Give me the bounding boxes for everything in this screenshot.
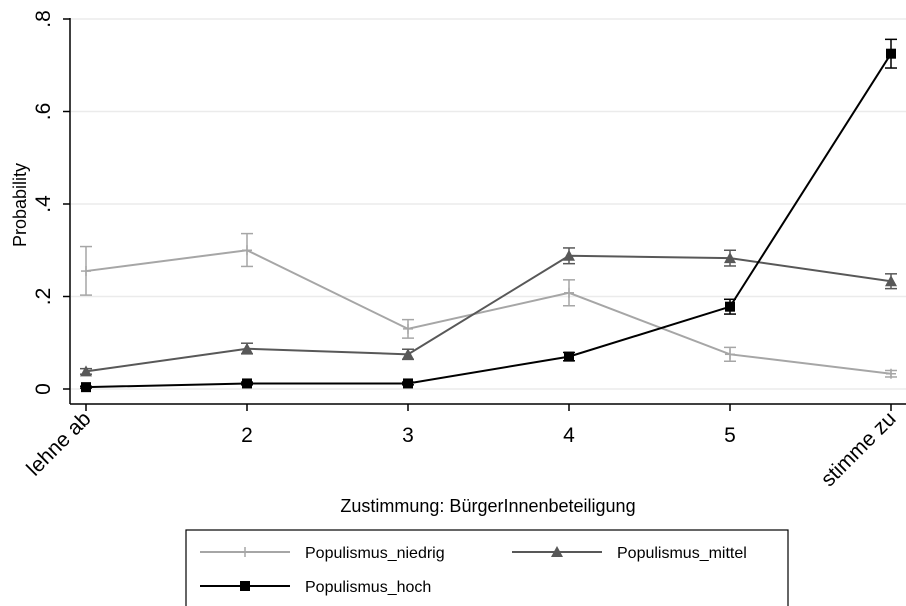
series-2 [80, 38, 897, 393]
point-2-4 [725, 301, 735, 312]
legend-item-1: Populismus_mittel [512, 545, 747, 562]
point-2-0 [81, 382, 91, 393]
point-1-4 [724, 252, 736, 264]
point-1-1 [241, 342, 253, 354]
legend-marker-1 [551, 546, 563, 557]
series-line-0 [85, 249, 892, 375]
point-0-5 [886, 368, 896, 379]
point-1-5 [885, 275, 897, 287]
axes [69, 18, 906, 405]
y-axis-title: Probability [10, 163, 30, 247]
series-0 [80, 232, 897, 379]
point-2-1 [242, 378, 252, 389]
legend-label-2: Populismus_hoch [305, 579, 431, 596]
point-2-3 [564, 351, 574, 362]
point-0-0 [81, 266, 91, 277]
x-tick-label-1: 2 [241, 424, 253, 447]
point-1-0 [80, 365, 92, 377]
x-tick-label-4: 5 [724, 424, 736, 447]
point-2-5 [886, 48, 896, 59]
series-group [80, 38, 897, 393]
legend-item-2: Populismus_hoch [200, 579, 431, 596]
point-0-3 [564, 287, 574, 298]
point-0-1 [242, 245, 252, 256]
point-1-3 [563, 249, 575, 261]
legend-box [185, 529, 789, 606]
series-line-2 [85, 53, 892, 389]
y-tick-label-1: .2 [32, 288, 55, 306]
point-0-2 [403, 323, 413, 334]
legend-label-0: Populismus_niedrig [305, 545, 445, 562]
y-tick-label-0: 0 [32, 383, 55, 395]
point-0-4 [725, 349, 735, 360]
series-1 [80, 247, 897, 377]
series-line-1 [85, 254, 892, 373]
legend-marker-0 [240, 547, 250, 557]
y-tick-label-2: .4 [32, 195, 55, 213]
point-1-2 [402, 348, 414, 360]
x-tick-label-0: lehne ab [22, 407, 95, 480]
legend-label-1: Populismus_mittel [617, 545, 747, 562]
point-2-2 [403, 378, 413, 389]
legend-marker-2 [240, 581, 250, 591]
x-tick-label-2: 3 [402, 424, 414, 447]
legend: Populismus_niedrig Populismus_mittel Popul… [185, 529, 789, 606]
x-ticks: lehne ab 2 3 4 5 stimme zu [22, 404, 901, 491]
y-tick-label-3: .6 [32, 103, 55, 121]
legend-item-0: Populismus_niedrig [200, 545, 445, 562]
y-ticks: 0 .2 .4 .6 .8 [32, 10, 70, 395]
x-axis-title: Zustimmung: BürgerInnenbeteiligung [340, 496, 635, 516]
y-tick-label-4: .8 [32, 10, 55, 28]
x-tick-label-3: 4 [563, 424, 575, 447]
x-tick-label-5: stimme zu [817, 407, 901, 491]
gridlines [71, 18, 906, 390]
